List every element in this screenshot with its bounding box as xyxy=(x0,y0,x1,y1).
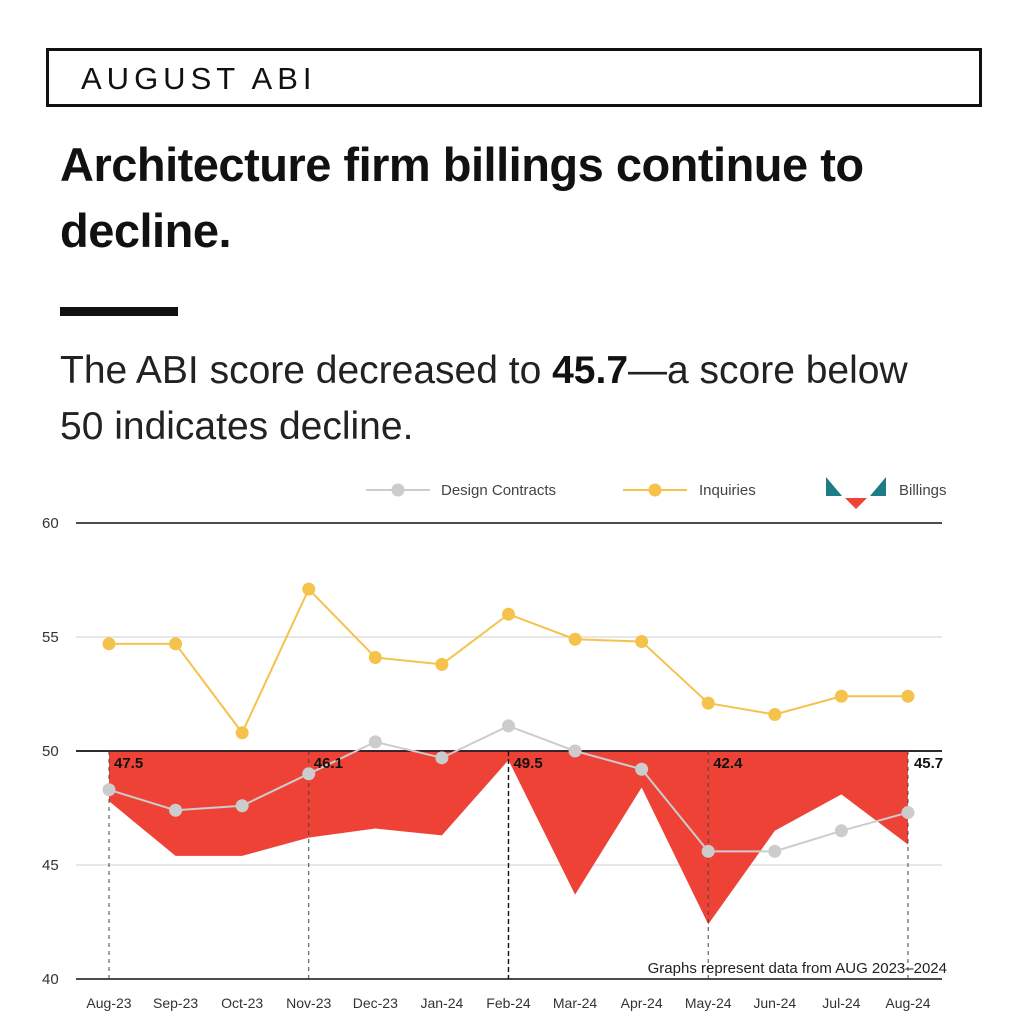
inquiries-point xyxy=(501,607,515,621)
y-tick-label: 45 xyxy=(42,857,59,874)
x-tick-label: Aug-23 xyxy=(86,995,131,1011)
design-contracts-point xyxy=(102,783,116,797)
inquiries-point xyxy=(768,708,782,722)
design-contracts-point xyxy=(701,844,715,858)
legend-inquiries-marker xyxy=(648,483,662,497)
x-tick-label: Mar-24 xyxy=(553,995,598,1011)
subhead: The ABI score decreased to 45.7—a score … xyxy=(60,343,960,455)
billings-value-label: 45.7 xyxy=(914,755,943,772)
design-contracts-point xyxy=(901,806,915,820)
subhead-before: The ABI score decreased to xyxy=(60,349,553,392)
billings-value-label: 46.1 xyxy=(314,755,343,772)
chart-note: Graphs represent data from AUG 2023–2024 xyxy=(648,960,947,977)
y-tick-label: 60 xyxy=(42,515,59,532)
inquiries-point xyxy=(235,726,249,740)
inquiries-point xyxy=(834,689,848,703)
x-tick-label: May-24 xyxy=(685,995,732,1011)
headline-rule xyxy=(60,307,178,316)
design-contracts-point xyxy=(635,762,649,776)
design-contracts-point xyxy=(435,751,449,765)
subhead-after: —a score below 50 indicates decline. xyxy=(60,349,908,448)
x-tick-label: Oct-23 xyxy=(221,995,263,1011)
billings-value-label: 47.5 xyxy=(114,755,143,772)
x-tick-label: Jun-24 xyxy=(753,995,796,1011)
design-contracts-point xyxy=(235,799,249,813)
abi-chart: 40 45 50 55 60 47.5 46.1 49.5 42.4 45.7 Aug-23 Sep-… xyxy=(42,477,947,1011)
design-contracts-point xyxy=(368,735,382,749)
design-contracts-point xyxy=(834,824,848,838)
inquiries-point xyxy=(635,635,649,649)
inquiries-point xyxy=(901,689,915,703)
x-tick-label: Jul-24 xyxy=(822,995,860,1011)
inquiries-point xyxy=(368,651,382,665)
x-tick-label: Jan-24 xyxy=(420,995,463,1011)
x-tick-label: Dec-23 xyxy=(353,995,398,1011)
x-tick-label: Nov-23 xyxy=(286,995,331,1011)
legend-billings-label: Billings xyxy=(899,482,947,499)
x-tick-label: Aug-24 xyxy=(885,995,930,1011)
inquiries-point xyxy=(701,696,715,710)
y-tick-label: 40 xyxy=(42,971,59,988)
header-label: AUGUST ABI xyxy=(81,61,317,96)
x-tick-label: Sep-23 xyxy=(153,995,198,1011)
design-contracts-point xyxy=(501,719,515,733)
billings-value-label: 49.5 xyxy=(513,755,542,772)
legend-design-contracts-label: Design Contracts xyxy=(441,482,556,499)
billings-value-label: 42.4 xyxy=(713,755,743,772)
x-tick-label: Apr-24 xyxy=(621,995,663,1011)
legend-billings-teal-left xyxy=(826,477,842,496)
inquiries-point xyxy=(435,657,449,671)
legend-inquiries-label: Inquiries xyxy=(699,482,756,499)
subhead-score: 45.7 xyxy=(552,349,629,392)
design-contracts-point xyxy=(568,744,582,758)
legend-design-contracts-marker xyxy=(391,483,405,497)
y-tick-label: 55 xyxy=(42,629,59,646)
inquiries-point xyxy=(302,582,316,596)
legend-billings-teal-right xyxy=(870,477,886,496)
design-contracts-point xyxy=(302,767,316,781)
x-tick-label: Feb-24 xyxy=(486,995,531,1011)
y-tick-label: 50 xyxy=(42,743,59,760)
inquiries-point xyxy=(169,637,183,651)
design-contracts-point xyxy=(768,844,782,858)
inquiries-point xyxy=(102,637,116,651)
inquiries-point xyxy=(568,632,582,646)
headline: Architecture firm billings continue to d… xyxy=(60,138,864,257)
header-box: AUGUST ABI xyxy=(46,48,982,107)
legend-billings-red xyxy=(845,498,867,509)
design-contracts-point xyxy=(169,803,183,817)
